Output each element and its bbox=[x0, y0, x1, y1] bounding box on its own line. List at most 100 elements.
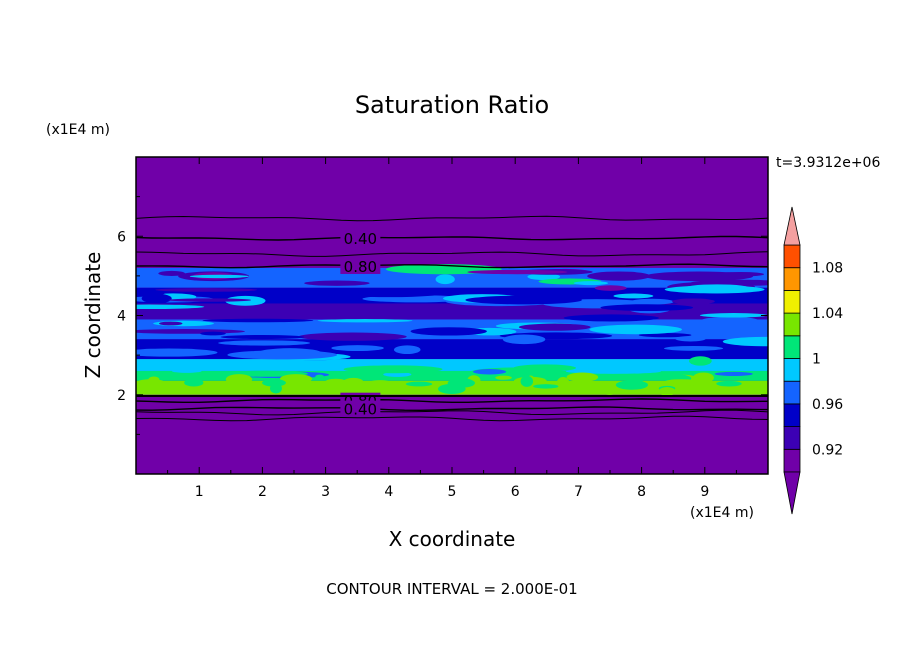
field-streak bbox=[393, 345, 421, 355]
field-patch bbox=[405, 381, 433, 387]
field-streak bbox=[171, 369, 202, 373]
field-patch bbox=[658, 386, 676, 396]
field-streak bbox=[563, 314, 659, 322]
contour-label-bg bbox=[340, 230, 381, 247]
field-patch bbox=[232, 386, 244, 393]
field-streak bbox=[202, 318, 314, 323]
colorbar-swatch bbox=[783, 267, 801, 291]
field-streak bbox=[714, 371, 753, 376]
x-axis: 1 2 3 4 5 6 7 8 9 bbox=[167, 157, 737, 500]
field-streak bbox=[200, 331, 226, 336]
field-streak bbox=[589, 324, 682, 335]
field-streak bbox=[613, 293, 654, 299]
chart-title: Saturation Ratio bbox=[355, 91, 549, 119]
field-streak bbox=[699, 313, 768, 318]
colorbar-over-arrow bbox=[783, 206, 801, 246]
field-patch bbox=[447, 378, 475, 388]
field-streak bbox=[502, 334, 546, 345]
field-streak bbox=[472, 369, 507, 375]
contour-label: 0.40 bbox=[344, 401, 377, 419]
y-axis-label: Z coordinate bbox=[81, 252, 105, 379]
field-streak bbox=[587, 271, 651, 281]
field-patch bbox=[210, 386, 221, 395]
field-streak bbox=[304, 280, 370, 286]
field-patch bbox=[262, 379, 286, 387]
field-streak bbox=[136, 329, 246, 334]
colorbar-tick-label: 0.96 bbox=[812, 397, 843, 413]
colorbar-tick-label: 1.04 bbox=[812, 306, 843, 322]
colorbar-swatch bbox=[783, 380, 801, 405]
x-tick-label: 6 bbox=[511, 484, 520, 500]
field-patch bbox=[615, 380, 649, 390]
field-streak bbox=[168, 298, 251, 302]
field-streak bbox=[565, 368, 661, 374]
contour-line bbox=[136, 263, 768, 269]
field-streak bbox=[518, 323, 591, 331]
field-patch bbox=[365, 380, 395, 389]
x-tick-label: 5 bbox=[448, 484, 457, 500]
field-streak bbox=[527, 273, 561, 281]
x-tick-label: 4 bbox=[384, 484, 393, 500]
field-streak bbox=[600, 304, 694, 312]
field-patch bbox=[663, 379, 699, 386]
contour-lines: 0.400.800.800.40 bbox=[136, 215, 768, 422]
field-patch bbox=[225, 374, 253, 385]
field-streak bbox=[189, 274, 249, 279]
field-patch bbox=[556, 377, 570, 389]
field-patch bbox=[520, 375, 534, 387]
colorbar-under-arrow bbox=[783, 471, 801, 515]
field-streak bbox=[682, 284, 752, 294]
field-streak bbox=[136, 348, 218, 357]
contour-line bbox=[136, 215, 768, 222]
field-patch bbox=[343, 377, 364, 386]
z-axis: 2 4 6 bbox=[117, 196, 768, 435]
field-patch bbox=[148, 376, 160, 383]
field-patch bbox=[495, 375, 512, 380]
x-unit-label: (x1E4 m) bbox=[690, 505, 754, 521]
field-streak bbox=[663, 345, 724, 351]
colorbar-tick-label: 1.08 bbox=[812, 261, 843, 277]
field-streak bbox=[563, 294, 626, 299]
field-streak bbox=[638, 332, 692, 338]
field-patch bbox=[136, 379, 167, 389]
field-streak bbox=[158, 270, 186, 276]
field-patch bbox=[692, 372, 714, 384]
x-tick-label: 3 bbox=[321, 484, 330, 500]
field-patch bbox=[616, 374, 627, 381]
field-patch bbox=[601, 387, 618, 395]
field-streak bbox=[675, 336, 706, 342]
field-streak bbox=[331, 345, 384, 352]
contour-line bbox=[136, 251, 768, 257]
z-tick-label: 2 bbox=[117, 388, 126, 404]
field-patch bbox=[579, 377, 588, 383]
x-tick-label: 1 bbox=[195, 484, 204, 500]
field-streak bbox=[573, 281, 609, 286]
contour-label: 0.80 bbox=[344, 258, 377, 276]
contour-label: 0.40 bbox=[344, 230, 377, 248]
field-streak bbox=[385, 305, 465, 310]
field-streak bbox=[594, 285, 627, 291]
field-streak bbox=[317, 319, 413, 323]
x-tick-label: 7 bbox=[574, 484, 583, 500]
x-tick-label: 8 bbox=[637, 484, 646, 500]
z-tick-label: 4 bbox=[117, 309, 126, 325]
field-patch bbox=[184, 378, 204, 387]
field-patch bbox=[749, 381, 766, 390]
time-label: t=3.9312e+06 bbox=[776, 155, 880, 171]
colorbar-swatch bbox=[783, 312, 801, 337]
field-streak bbox=[717, 271, 765, 277]
field-band bbox=[136, 359, 768, 371]
field-streak bbox=[220, 335, 305, 340]
field-patch bbox=[315, 374, 325, 380]
colorbar-swatch bbox=[783, 358, 801, 382]
field-patch bbox=[533, 384, 559, 389]
field-patch bbox=[331, 384, 342, 392]
x-tick-label: 2 bbox=[258, 484, 267, 500]
x-tick-label: 9 bbox=[700, 484, 709, 500]
field-streak bbox=[155, 288, 258, 292]
contour-line bbox=[136, 409, 768, 416]
field-streak bbox=[465, 295, 582, 305]
colorbar-tick-label: 0.92 bbox=[812, 442, 843, 458]
colorbar-swatch bbox=[783, 335, 801, 359]
